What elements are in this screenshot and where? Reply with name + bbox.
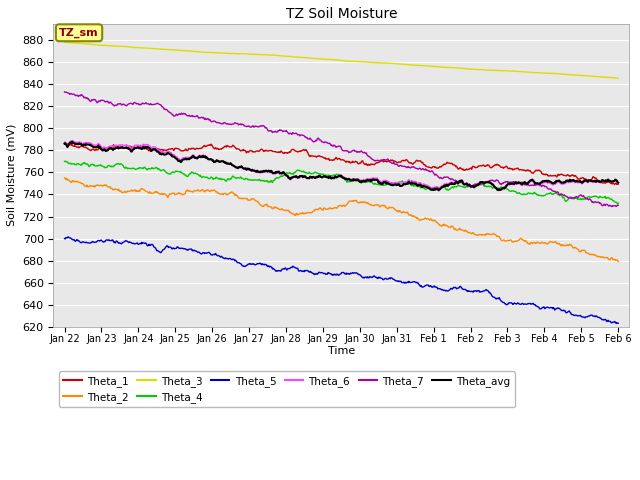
Theta_3 (61, 39, 68, 45)
X-axis label: Time: Time (328, 346, 355, 356)
Theta_6 (228, 162, 236, 168)
Theta_4 (228, 174, 236, 180)
Theta_4 (255, 177, 263, 182)
Theta_7 (61, 89, 68, 95)
Line: Theta_avg: Theta_avg (65, 142, 618, 190)
Theta_1 (611, 181, 618, 187)
Y-axis label: Soil Moisture (mV): Soil Moisture (mV) (7, 124, 17, 227)
Theta_5 (399, 280, 407, 286)
Theta_3 (429, 63, 437, 69)
Theta_1 (399, 157, 406, 163)
Line: Theta_2: Theta_2 (65, 178, 618, 262)
Theta_avg (255, 169, 263, 175)
Line: Theta_7: Theta_7 (65, 92, 618, 206)
Theta_4 (61, 158, 68, 164)
Line: Theta_6: Theta_6 (65, 141, 618, 191)
Theta_1 (276, 150, 284, 156)
Theta_5 (64, 234, 72, 240)
Theta_2 (614, 259, 622, 264)
Theta_6 (399, 180, 407, 186)
Theta_6 (430, 185, 438, 191)
Theta_5 (61, 236, 68, 241)
Theta_avg (276, 170, 284, 176)
Theta_3 (276, 53, 284, 59)
Theta_7 (276, 127, 284, 132)
Theta_5 (228, 257, 236, 263)
Theta_3 (255, 52, 262, 58)
Theta_avg (614, 180, 622, 186)
Theta_4 (614, 201, 621, 207)
Line: Theta_4: Theta_4 (65, 161, 618, 204)
Theta_1 (429, 164, 437, 169)
Theta_5 (276, 268, 284, 274)
Theta_4 (614, 200, 622, 206)
Theta_7 (429, 170, 437, 176)
Theta_3 (614, 75, 622, 81)
Theta_7 (614, 203, 622, 208)
Theta_5 (614, 320, 622, 326)
Title: TZ Soil Moisture: TZ Soil Moisture (285, 7, 397, 21)
Theta_avg (399, 182, 407, 188)
Theta_2 (255, 200, 262, 206)
Theta_2 (399, 209, 406, 215)
Theta_3 (399, 61, 406, 67)
Theta_4 (399, 179, 407, 185)
Theta_avg (68, 139, 76, 144)
Theta_5 (612, 321, 620, 326)
Theta_1 (227, 144, 235, 150)
Theta_7 (608, 204, 616, 209)
Theta_3 (125, 44, 133, 50)
Theta_2 (276, 206, 284, 212)
Theta_4 (126, 166, 134, 171)
Theta_7 (399, 163, 406, 169)
Theta_avg (228, 162, 236, 168)
Theta_5 (430, 283, 438, 289)
Line: Theta_1: Theta_1 (65, 143, 618, 184)
Theta_3 (227, 50, 235, 56)
Theta_avg (126, 147, 134, 153)
Theta_4 (430, 186, 438, 192)
Theta_4 (61, 158, 69, 164)
Line: Theta_3: Theta_3 (65, 42, 618, 78)
Theta_avg (435, 187, 442, 193)
Text: TZ_sm: TZ_sm (60, 28, 99, 38)
Theta_6 (495, 188, 502, 193)
Theta_2 (429, 218, 437, 224)
Theta_6 (68, 138, 76, 144)
Theta_2 (125, 188, 133, 194)
Theta_5 (255, 261, 263, 266)
Theta_7 (125, 101, 133, 107)
Theta_1 (255, 149, 262, 155)
Theta_2 (227, 189, 235, 195)
Theta_4 (276, 174, 284, 180)
Theta_6 (276, 171, 284, 177)
Theta_avg (430, 187, 438, 192)
Theta_6 (61, 140, 68, 145)
Theta_1 (61, 140, 68, 145)
Theta_6 (614, 180, 622, 186)
Theta_5 (126, 240, 134, 245)
Legend: Theta_1, Theta_2, Theta_3, Theta_4, Theta_5, Theta_6, Theta_7, Theta_avg: Theta_1, Theta_2, Theta_3, Theta_4, Thet… (59, 372, 515, 407)
Theta_7 (227, 122, 235, 128)
Theta_avg (61, 141, 68, 146)
Theta_6 (255, 170, 263, 176)
Theta_1 (125, 144, 133, 149)
Theta_6 (126, 144, 134, 150)
Theta_1 (614, 181, 622, 187)
Theta_7 (255, 124, 262, 130)
Theta_2 (61, 175, 68, 181)
Line: Theta_5: Theta_5 (65, 237, 618, 324)
